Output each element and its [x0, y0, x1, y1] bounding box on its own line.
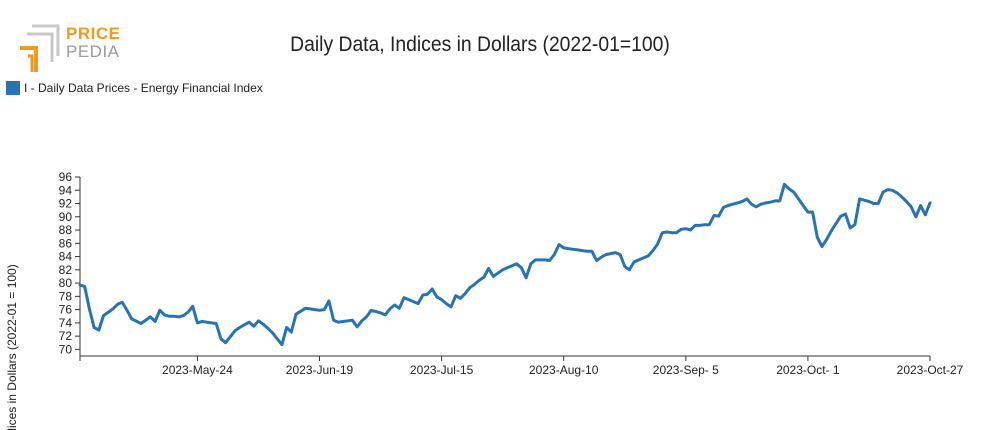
- y-axis-label: Indices in Dollars (2022-01 = 100): [5, 264, 19, 430]
- logo-mark-icon: [20, 24, 60, 72]
- series-line-energy-financial-index: [78, 182, 932, 347]
- x-tick-label: 2023-Sep- 5: [653, 363, 719, 377]
- y-tick-label: 72: [59, 329, 73, 343]
- y-tick-label: 74: [59, 316, 73, 330]
- chart-title: Daily Data, Indices in Dollars (2022-01=…: [290, 33, 670, 56]
- y-tick-label: 86: [59, 236, 73, 250]
- x-tick-label: 2023-May-24: [162, 363, 233, 377]
- logo-word-pedia: PEDIA: [66, 42, 120, 61]
- x-tick-label: 2023-Oct-27: [897, 363, 964, 377]
- x-tick-label: 2023-Jun-19: [286, 363, 354, 377]
- y-tick-label: 84: [59, 250, 73, 264]
- y-tick-label: 90: [59, 210, 73, 224]
- logo-word-price: PRICE: [66, 24, 121, 43]
- x-tick-label: 2023-Oct- 1: [776, 363, 840, 377]
- y-tick-label: 96: [59, 170, 73, 184]
- y-tick-label: 78: [59, 289, 73, 303]
- y-tick-label: 94: [59, 183, 73, 197]
- y-tick-label: 76: [59, 303, 73, 317]
- x-tick-label: 2023-Jul-15: [410, 363, 474, 377]
- y-tick-label: 80: [59, 276, 73, 290]
- legend[interactable]: I - Daily Data Prices - Energy Financial…: [6, 80, 263, 96]
- x-tick-label: 2023-Aug-10: [529, 363, 599, 377]
- y-tick-label: 88: [59, 223, 73, 237]
- y-tick-label: 70: [59, 342, 73, 356]
- legend-swatch: [6, 81, 20, 95]
- legend-label: I - Daily Data Prices - Energy Financial…: [24, 81, 263, 95]
- pricepedia-logo: PRICE PEDIA: [18, 22, 128, 74]
- y-tick-label: 92: [59, 197, 73, 211]
- y-tick-label: 82: [59, 263, 73, 277]
